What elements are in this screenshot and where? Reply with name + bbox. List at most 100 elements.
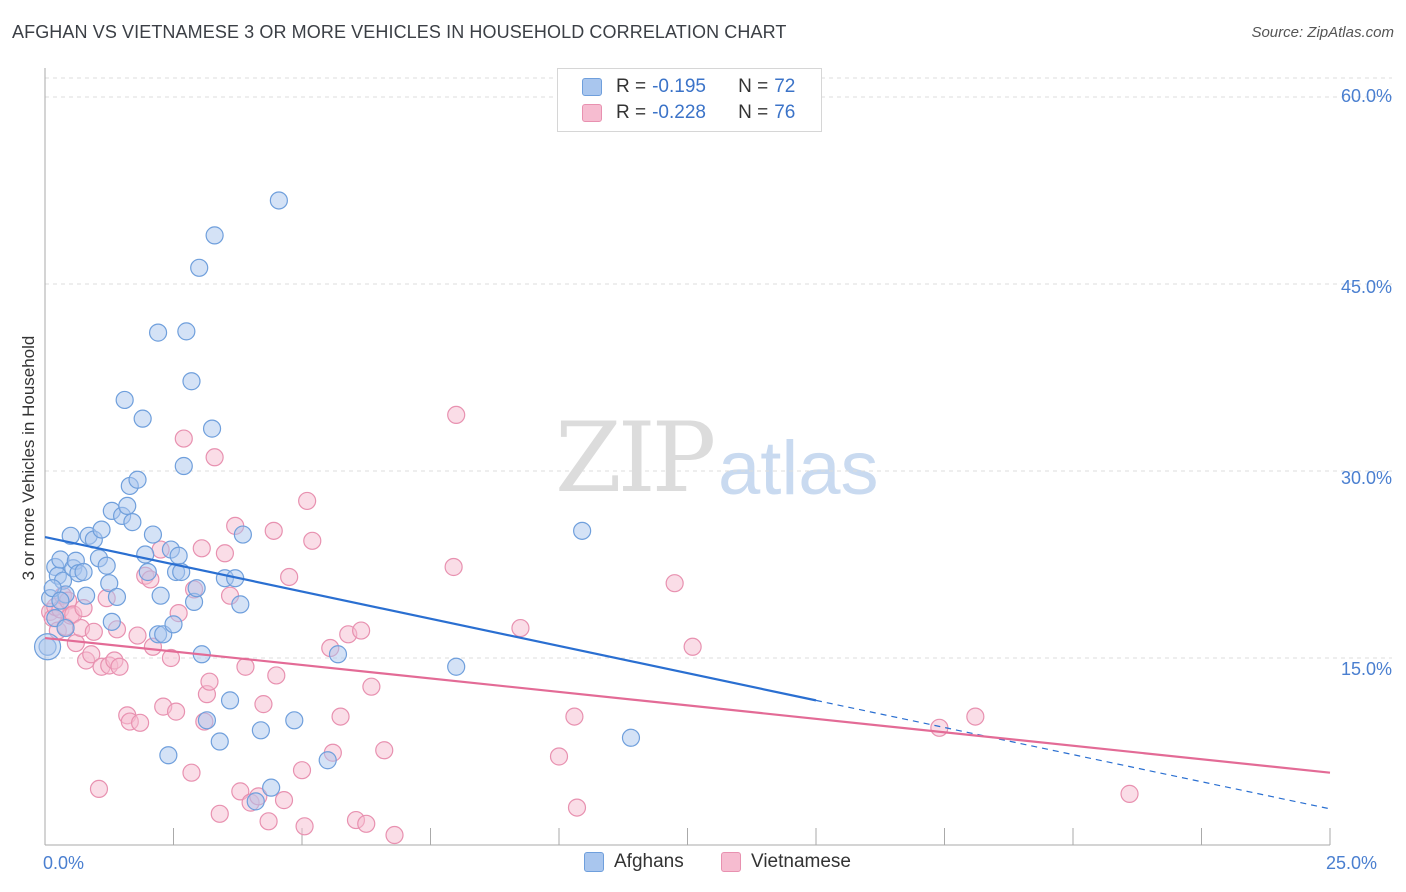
afghans-point — [182, 372, 201, 391]
vietnamese-point — [375, 741, 394, 760]
gridlines — [45, 77, 1392, 659]
correlation-legend: R = -0.195 N = 72 R = -0.228 N = 76 — [557, 68, 822, 132]
afghans-point — [187, 579, 206, 598]
legend-r-value: -0.228 — [652, 102, 706, 123]
y-tick-label-45: 45.0% — [1340, 277, 1392, 297]
afghans-point — [77, 586, 96, 605]
bottom-legend-swatch-blue — [584, 852, 604, 872]
afghans-trendline — [44, 535, 817, 702]
vietnamese-point — [1120, 784, 1139, 803]
afghans-point — [205, 226, 224, 245]
afghans-point — [621, 728, 641, 747]
chart-title: AFGHAN VS VIETNAMESE 3 OR MORE VEHICLES … — [12, 22, 787, 42]
watermark-zip: ZIP — [555, 402, 716, 514]
vietnamese-point — [231, 782, 250, 801]
vietnamese-point — [254, 695, 273, 714]
afghans-point — [61, 526, 80, 545]
y-axis-label: 3 or more Vehicles in Household — [19, 335, 38, 581]
afghans-point — [269, 191, 288, 210]
y-tick-label-15: 15.0% — [1340, 659, 1392, 679]
source-label: Source: ZipAtlas.com — [1251, 24, 1394, 41]
axes — [44, 68, 1331, 846]
afghans-point — [118, 496, 137, 516]
legend-row-afghans: R = -0.195 N = 72 — [582, 75, 795, 99]
vietnamese-point — [82, 645, 101, 664]
vietnamese-point — [210, 804, 229, 823]
afghans-point — [174, 456, 193, 476]
afghans-point — [115, 390, 134, 410]
afghans-point — [573, 521, 592, 540]
bottom-legend-vietnamese: Vietnamese — [721, 851, 851, 873]
vietnamese-point — [130, 713, 150, 732]
vietnamese-point — [174, 429, 193, 448]
bottom-legend-label-vietnamese: Vietnamese — [751, 851, 851, 872]
vietnamese-point — [128, 626, 147, 645]
afghans-point — [220, 691, 240, 710]
afghans-points — [33, 191, 641, 811]
vietnamese-point — [267, 666, 286, 685]
afghans-point — [251, 721, 270, 740]
vietnamese-point — [192, 539, 211, 558]
vietnamese-point — [295, 817, 314, 836]
afghans-point — [97, 556, 116, 575]
afghans-point — [151, 586, 170, 605]
legend-swatch-pink — [582, 104, 602, 122]
vietnamese-point — [665, 574, 684, 593]
watermark-atlas: atlas — [718, 426, 879, 511]
vietnamese-point — [200, 672, 219, 691]
vietnamese-point — [357, 814, 376, 833]
afghans-point — [246, 792, 265, 811]
afghans-point — [107, 587, 127, 607]
legend-n-value: 76 — [774, 102, 796, 123]
legend-n-label: N = — [738, 76, 769, 97]
vietnamese-point — [84, 622, 103, 641]
afghans-point — [197, 711, 217, 730]
legend-n-value: 72 — [774, 76, 796, 97]
vietnamese-point — [161, 648, 181, 668]
vietnamese-point — [298, 491, 317, 511]
afghans-point — [202, 419, 222, 438]
vietnamese-point — [274, 791, 294, 810]
afghans-point — [190, 258, 209, 277]
afghans-point — [143, 525, 163, 544]
afghans-point — [177, 322, 196, 341]
afghans-point — [262, 778, 281, 797]
afghans-point — [231, 595, 250, 614]
bottom-legend-swatch-pink — [721, 852, 741, 872]
bottom-legend-afghans: Afghans — [584, 851, 684, 873]
afghans-point-large — [33, 633, 62, 661]
afghans-point — [148, 323, 168, 342]
vietnamese-point — [205, 448, 224, 467]
trendlines — [44, 535, 1331, 810]
afghans-point — [92, 520, 111, 539]
afghans-point — [169, 546, 188, 565]
x-tick-label-max: 25.0% — [1326, 853, 1378, 873]
afghans-point — [123, 513, 142, 532]
y-tick-label-30: 30.0% — [1340, 468, 1392, 488]
afghans-point — [318, 751, 337, 770]
afghans-point — [100, 574, 119, 593]
bottom-legend-label-afghans: Afghans — [614, 851, 684, 872]
legend-swatch-blue — [582, 78, 602, 96]
vietnamese-point — [385, 825, 404, 845]
vietnamese-point — [567, 798, 587, 817]
legend-r-label: R = — [616, 76, 647, 97]
vietnamese-point — [215, 544, 234, 563]
legend-r-label: R = — [616, 102, 647, 123]
afghans-point — [128, 470, 147, 489]
vietnamese-point — [182, 763, 201, 782]
afghans-point — [164, 615, 183, 634]
afghans-point — [133, 409, 152, 428]
vietnamese-point — [565, 707, 584, 726]
afghans-point — [233, 525, 252, 544]
vietnamese-point — [444, 557, 463, 577]
vietnamese-point — [166, 702, 186, 721]
afghans-point — [74, 562, 93, 582]
vietnamese-point — [110, 657, 129, 676]
vietnamese-point — [331, 707, 350, 726]
afghans-point — [210, 732, 229, 751]
afghans-point — [328, 645, 348, 664]
vietnamese-point — [292, 761, 312, 780]
afghans-point — [159, 746, 178, 765]
legend-n-label: N = — [738, 102, 769, 123]
